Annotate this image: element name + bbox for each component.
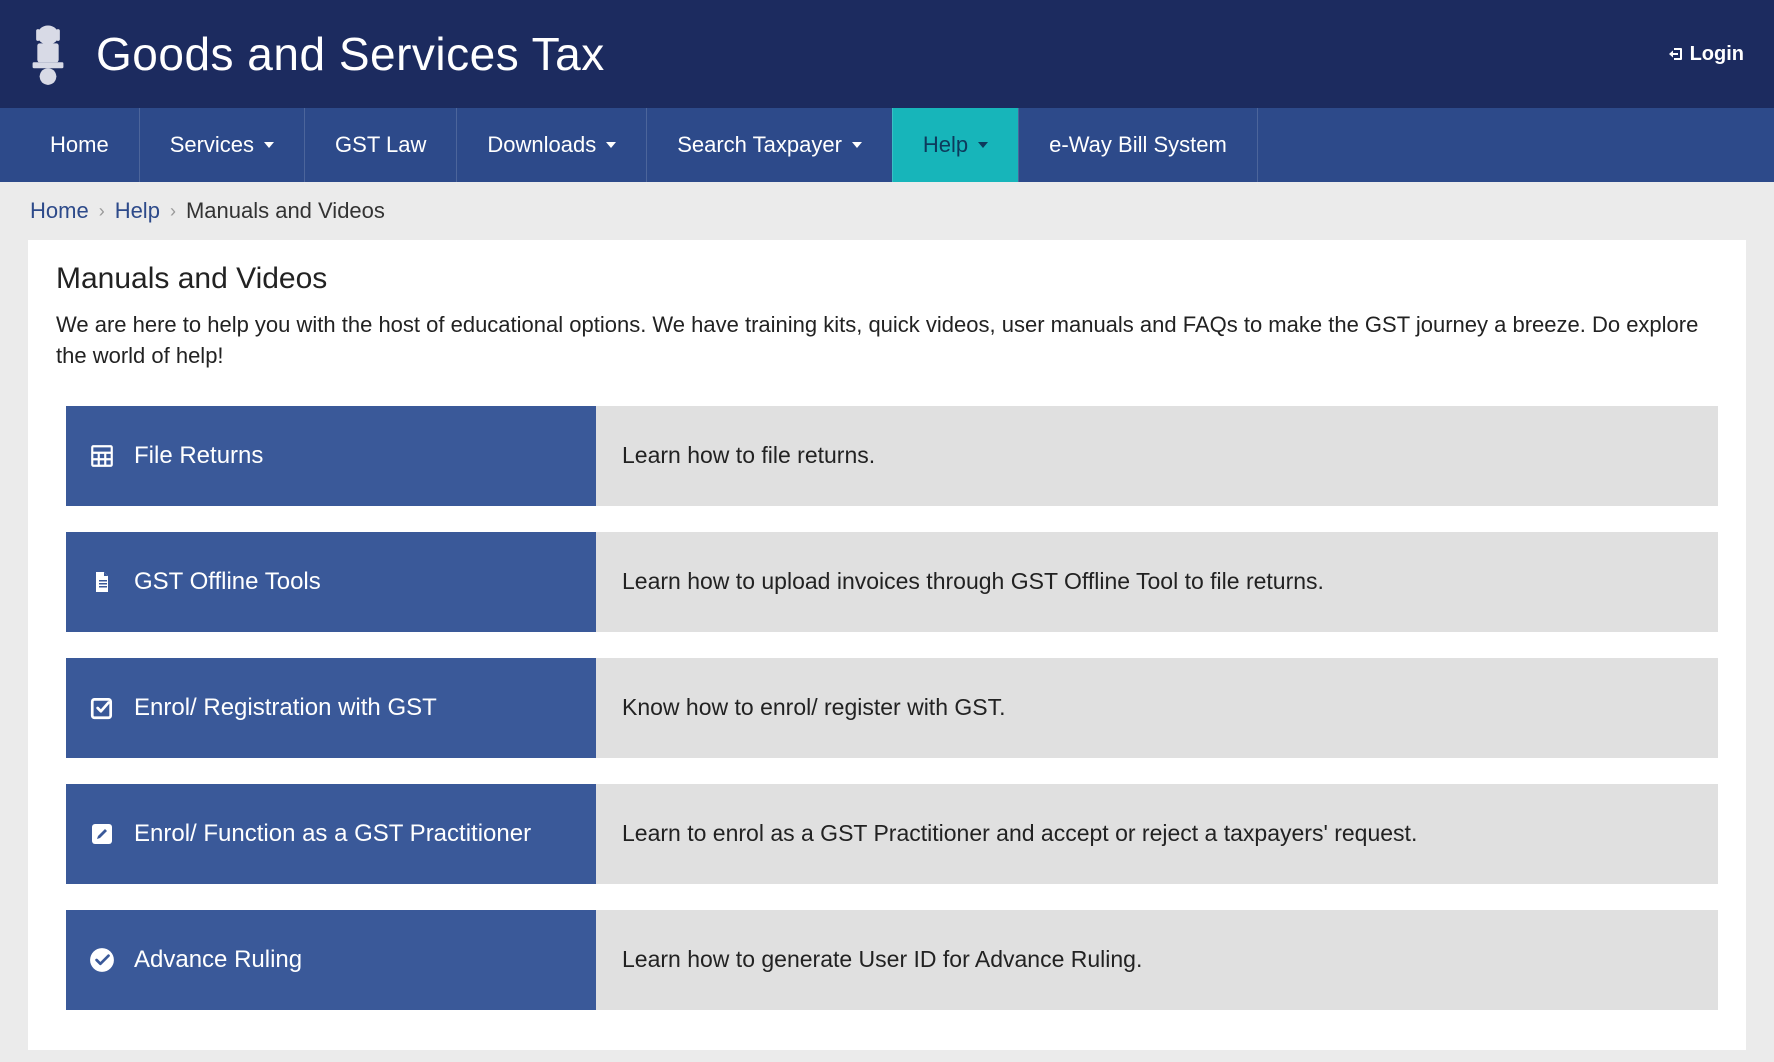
help-title: Enrol/ Registration with GST <box>134 694 437 722</box>
help-panel-enrol-registration[interactable]: Enrol/ Registration with GST <box>66 658 596 758</box>
breadcrumb-help[interactable]: Help <box>115 198 160 224</box>
nav-search-taxpayer[interactable]: Search Taxpayer <box>646 108 892 182</box>
breadcrumb: Home › Help › Manuals and Videos <box>0 182 1774 240</box>
help-panel-gst-practitioner[interactable]: Enrol/ Function as a GST Practitioner <box>66 784 596 884</box>
nav-services[interactable]: Services <box>139 108 304 182</box>
help-desc: Learn how to upload invoices through GST… <box>596 532 1718 632</box>
help-panel-file-returns[interactable]: File Returns <box>66 406 596 506</box>
site-title: Goods and Services Tax <box>96 27 605 81</box>
nav-label: Help <box>923 132 968 158</box>
nav-downloads[interactable]: Downloads <box>456 108 646 182</box>
breadcrumb-current: Manuals and Videos <box>186 198 385 224</box>
help-panel-advance-ruling[interactable]: Advance Ruling <box>66 910 596 1010</box>
nav-help[interactable]: Help <box>892 108 1018 182</box>
chevron-down-icon <box>852 142 862 148</box>
brand: Goods and Services Tax <box>20 19 605 89</box>
help-desc: Learn how to file returns. <box>596 406 1718 506</box>
calculator-icon <box>88 442 116 470</box>
breadcrumb-sep: › <box>170 201 176 222</box>
nav-label: GST Law <box>335 132 426 158</box>
login-label: Login <box>1690 43 1744 66</box>
chevron-down-icon <box>978 142 988 148</box>
help-title: File Returns <box>134 442 263 470</box>
help-panel-offline-tools[interactable]: GST Offline Tools <box>66 532 596 632</box>
content: Manuals and Videos We are here to help y… <box>28 240 1746 1050</box>
help-row-enrol-registration: Enrol/ Registration with GST Know how to… <box>66 658 1718 758</box>
nav-bar: Home Services GST Law Downloads Search T… <box>0 108 1774 182</box>
nav-label: Home <box>50 132 109 158</box>
nav-label: e-Way Bill System <box>1049 132 1227 158</box>
nav-gst-law[interactable]: GST Law <box>304 108 456 182</box>
help-title: Advance Ruling <box>134 946 302 974</box>
file-icon <box>88 568 116 596</box>
page-description: We are here to help you with the host of… <box>56 310 1718 372</box>
help-list: File Returns Learn how to file returns. … <box>56 406 1718 1010</box>
help-row-file-returns: File Returns Learn how to file returns. <box>66 406 1718 506</box>
breadcrumb-home[interactable]: Home <box>30 198 89 224</box>
nav-home[interactable]: Home <box>20 108 139 182</box>
help-row-advance-ruling: Advance Ruling Learn how to generate Use… <box>66 910 1718 1010</box>
nav-label: Search Taxpayer <box>677 132 842 158</box>
help-desc: Know how to enrol/ register with GST. <box>596 658 1718 758</box>
help-title: Enrol/ Function as a GST Practitioner <box>134 820 531 848</box>
nav-label: Services <box>170 132 254 158</box>
login-link[interactable]: Login <box>1668 43 1744 66</box>
nav-eway[interactable]: e-Way Bill System <box>1018 108 1258 182</box>
check-square-icon <box>88 694 116 722</box>
help-title: GST Offline Tools <box>134 568 321 596</box>
emblem-icon <box>20 19 76 89</box>
nav-label: Downloads <box>487 132 596 158</box>
check-circle-icon <box>88 946 116 974</box>
top-header: Goods and Services Tax Login <box>0 0 1774 108</box>
page-title: Manuals and Videos <box>56 262 1718 296</box>
help-desc: Learn how to generate User ID for Advanc… <box>596 910 1718 1010</box>
chevron-down-icon <box>264 142 274 148</box>
help-desc: Learn to enrol as a GST Practitioner and… <box>596 784 1718 884</box>
help-row-offline-tools: GST Offline Tools Learn how to upload in… <box>66 532 1718 632</box>
chevron-down-icon <box>606 142 616 148</box>
login-icon <box>1668 46 1684 62</box>
breadcrumb-sep: › <box>99 201 105 222</box>
edit-icon <box>88 820 116 848</box>
help-row-gst-practitioner: Enrol/ Function as a GST Practitioner Le… <box>66 784 1718 884</box>
